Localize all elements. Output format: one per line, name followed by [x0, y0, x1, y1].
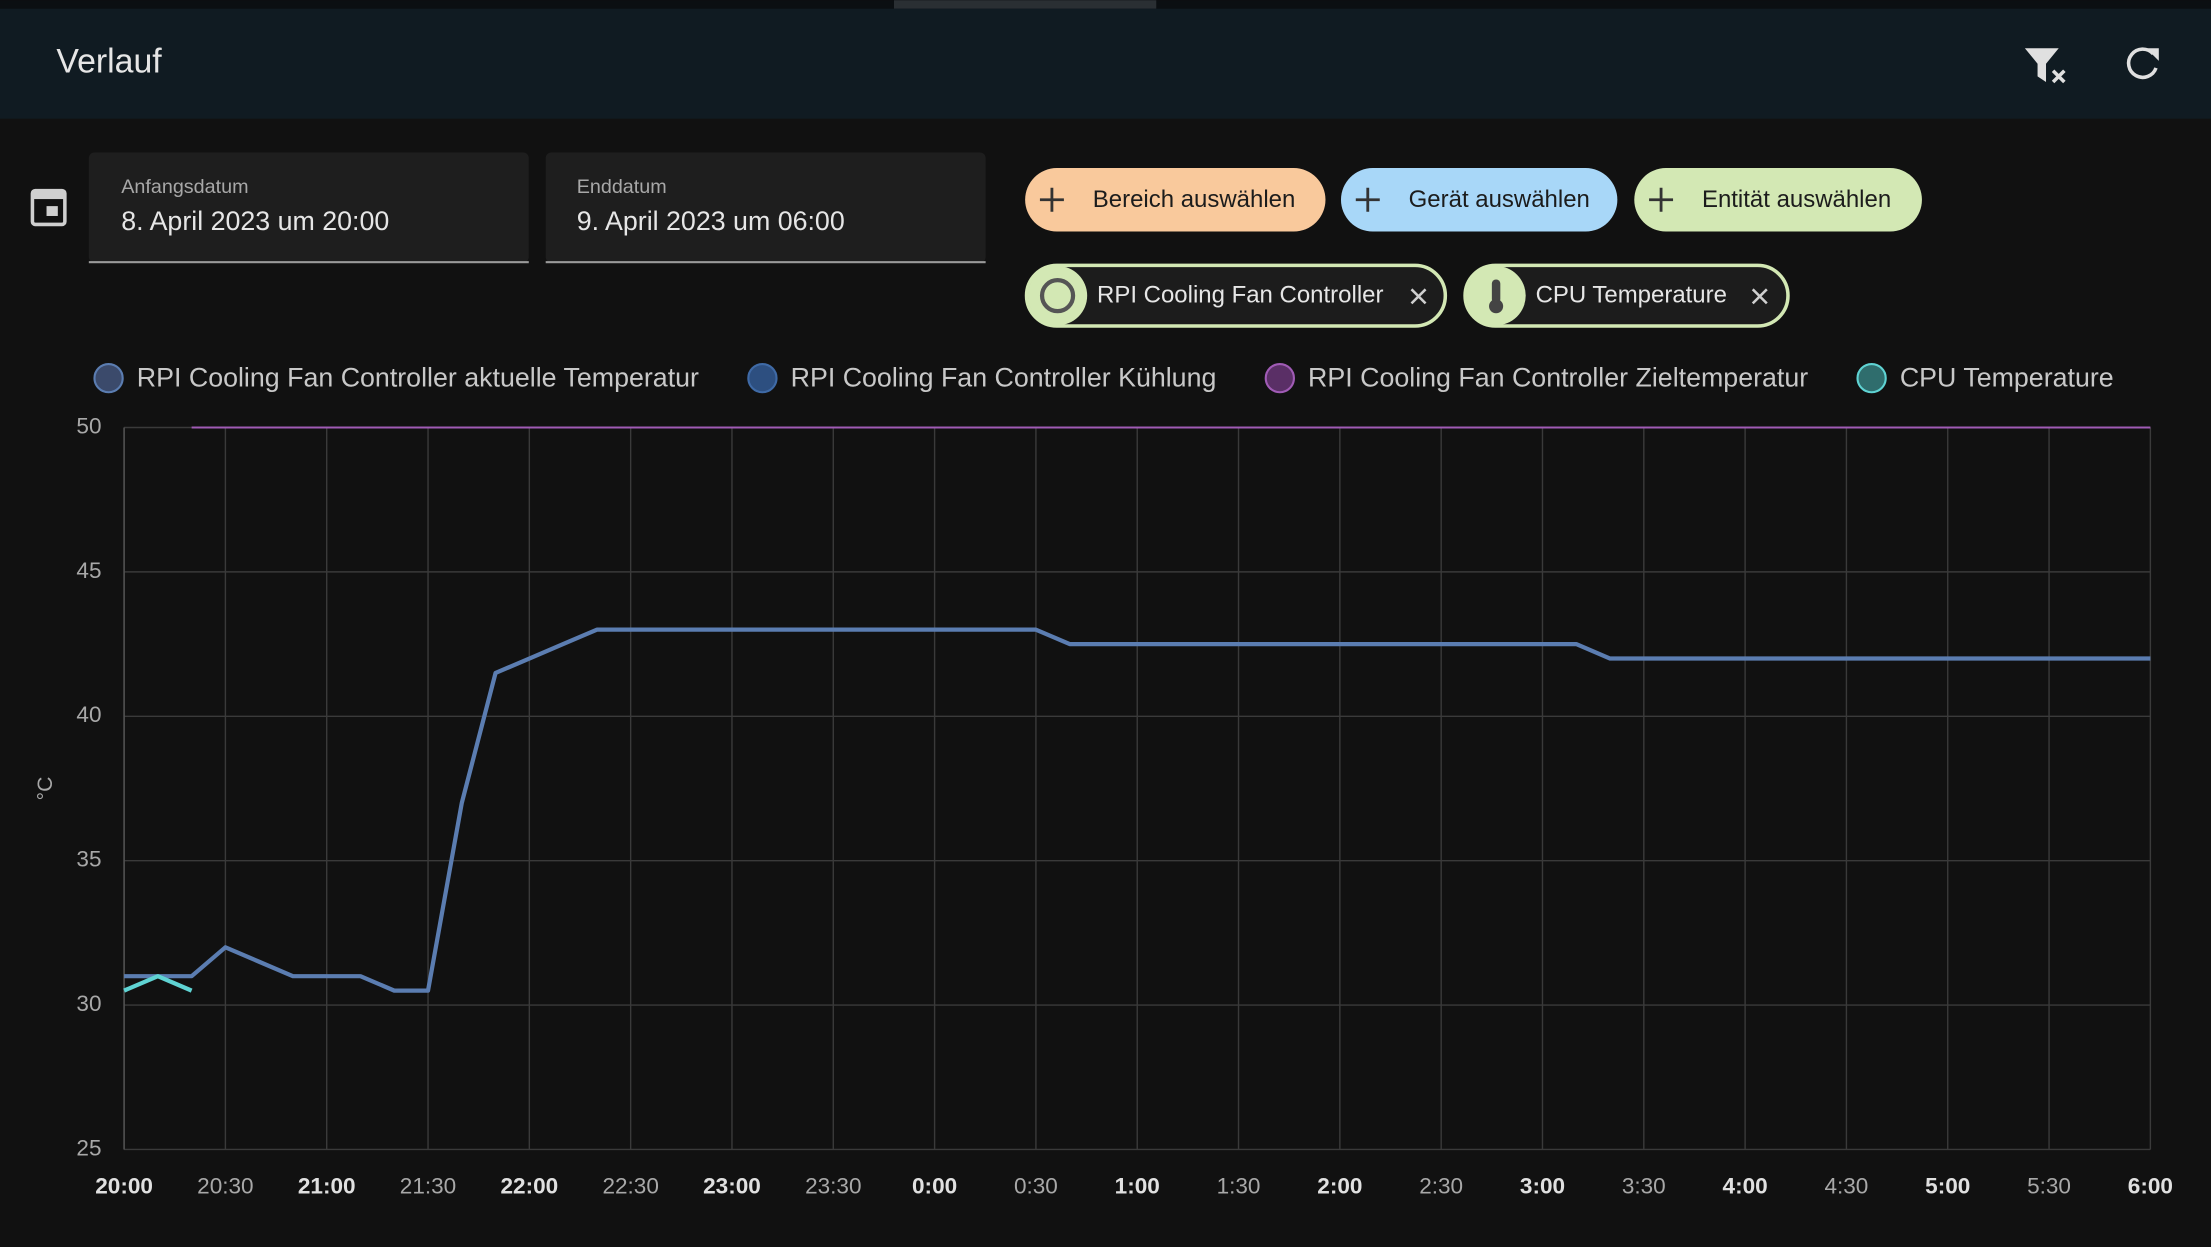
calendar-icon[interactable] [30, 188, 67, 227]
legend-swatch [1856, 362, 1887, 394]
active-tab [893, 0, 1157, 9]
x-icon [2051, 69, 2066, 84]
legend-item[interactable]: RPI Cooling Fan Controller aktuelle Temp… [93, 362, 699, 394]
legend-label: RPI Cooling Fan Controller Zieltemperatu… [1308, 363, 1808, 393]
selected-entity-chip[interactable]: CPU Temperature [1463, 263, 1790, 328]
x-tick-label: 0:30 [1014, 1173, 1058, 1198]
end-date-field[interactable]: Enddatum 9. April 2023 um 06:00 [545, 152, 986, 264]
selected-device-chip[interactable]: RPI Cooling Fan Controller [1024, 263, 1448, 328]
chip-bg [1024, 263, 1448, 328]
refresh-button[interactable] [2126, 47, 2159, 80]
refresh-icon [2126, 47, 2158, 80]
legend-swatch [747, 362, 778, 394]
x-tick-label: 20:30 [197, 1173, 253, 1198]
field-bg [545, 152, 986, 263]
x-tick-label: 3:00 [1520, 1173, 1565, 1198]
y-axis-label: °C [34, 777, 57, 801]
legend-label: RPI Cooling Fan Controller aktuelle Temp… [137, 363, 699, 393]
x-tick-label: 23:30 [805, 1173, 861, 1198]
legend-swatch [93, 362, 124, 394]
x-tick-label: 22:00 [501, 1173, 559, 1198]
x-tick-label: 6:00 [2128, 1173, 2173, 1198]
series-line [124, 627, 2151, 993]
chip-bg [1634, 168, 1922, 232]
series-line [123, 974, 193, 993]
field-label: Anfangsdatum [121, 176, 248, 198]
plus-icon [1039, 187, 1064, 212]
x-tick-label: 5:00 [1925, 1173, 1970, 1198]
plus-icon [1355, 187, 1380, 212]
thermometer-icon [1491, 279, 1501, 304]
y-tick-label: 25 [76, 1135, 101, 1160]
legend-item[interactable]: CPU Temperature [1856, 362, 2114, 394]
legend-item[interactable]: RPI Cooling Fan Controller Zieltemperatu… [1264, 362, 1809, 394]
plus-icon [1649, 187, 1674, 212]
x-tick-label: 1:30 [1217, 1173, 1261, 1198]
header-bar [0, 8, 2211, 119]
chip-bg [1340, 168, 1618, 232]
device-icon [1039, 278, 1076, 314]
chip-avatar [1027, 266, 1088, 326]
calendar-top [32, 190, 65, 200]
y-tick-label: 50 [76, 413, 101, 438]
refresh-arrow [2146, 48, 2159, 61]
legend-label: CPU Temperature [1900, 363, 2114, 393]
y-tick-label: 30 [76, 991, 101, 1016]
x-tick-label: 2:30 [1419, 1173, 1463, 1198]
x-tick-label: 3:30 [1622, 1173, 1666, 1198]
thermometer-bulb [1489, 299, 1504, 314]
y-tick-label: 40 [76, 702, 101, 727]
y-tick-label: 45 [76, 558, 101, 583]
y-tick-label: 35 [76, 847, 101, 872]
field-value: 9. April 2023 um 06:00 [577, 206, 845, 236]
chip-label: CPU Temperature [1536, 282, 1727, 309]
x-tick-label: 23:00 [703, 1173, 761, 1198]
chip-label: RPI Cooling Fan Controller [1097, 282, 1383, 309]
add-device-chip[interactable]: Gerät auswählen [1340, 168, 1618, 232]
x-tick-label: 21:30 [400, 1173, 456, 1198]
header-title: Verlauf [56, 43, 162, 81]
field-underline [545, 261, 986, 264]
clear-filter-button[interactable] [2024, 48, 2066, 84]
x-tick-label: 5:30 [2027, 1173, 2071, 1198]
add-area-chip[interactable]: Bereich auswählen [1025, 168, 1326, 232]
field-value: 8. April 2023 um 20:00 [121, 206, 389, 236]
chart: °C 25 30 35 40 45 50 20:00 20:30 21:00 21:30 22:00… [34, 363, 2173, 1199]
x-tick-label: 4:30 [1824, 1173, 1868, 1198]
chip-label: Gerät auswählen [1409, 186, 1590, 213]
calendar-day [46, 206, 58, 216]
chip-label: Entität auswählen [1702, 186, 1891, 213]
x-tick-label: 4:00 [1723, 1173, 1768, 1198]
field-label: Enddatum [577, 176, 667, 198]
legend-item[interactable]: RPI Cooling Fan Controller Kühlung [747, 362, 1217, 394]
field-bg [88, 152, 529, 263]
x-tick-label: 0:00 [912, 1173, 957, 1198]
legend-swatch [1264, 362, 1295, 394]
x-tick-label: 2:00 [1317, 1173, 1362, 1198]
add-entity-chip[interactable]: Entität auswählen [1634, 168, 1922, 232]
x-tick-label: 22:30 [602, 1173, 658, 1198]
start-date-field[interactable]: Anfangsdatum 8. April 2023 um 20:00 [88, 152, 529, 264]
chip-label: Bereich auswählen [1093, 186, 1296, 213]
chip-bg [1025, 168, 1326, 232]
remove-icon[interactable] [1751, 288, 1768, 305]
x-tick-label: 1:00 [1115, 1173, 1160, 1198]
x-tick-label: 20:00 [95, 1173, 153, 1198]
filter-icon [2024, 48, 2059, 83]
legend-label: RPI Cooling Fan Controller Kühlung [791, 363, 1217, 393]
field-underline [88, 261, 529, 264]
chip-bg [1463, 263, 1790, 328]
x-tick-label: 21:00 [298, 1173, 356, 1198]
remove-icon[interactable] [1410, 288, 1427, 305]
